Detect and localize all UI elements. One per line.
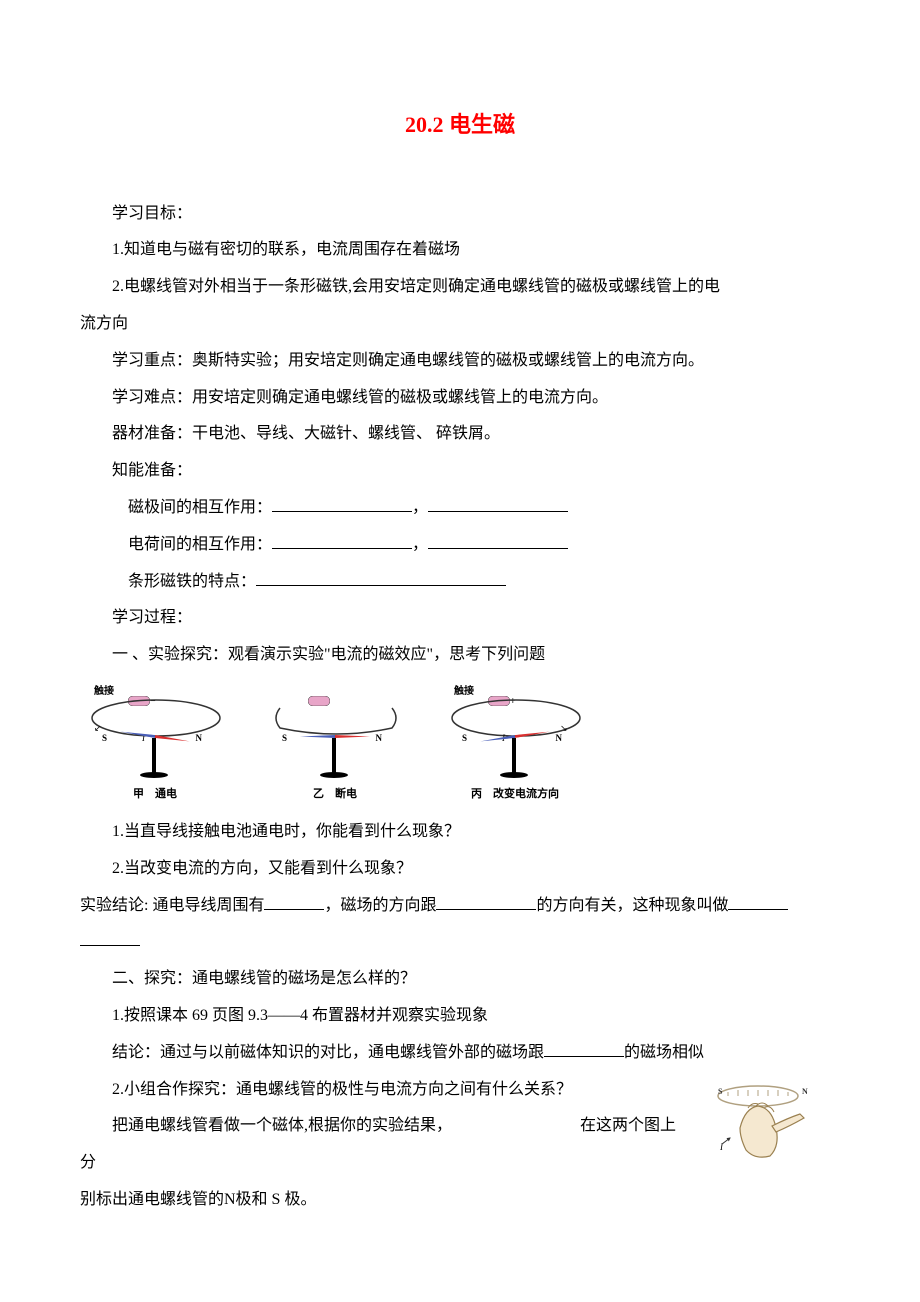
exp2-task-c: 别标出通电螺线管的N极和 S 极。 [80,1182,840,1219]
stand-base [320,772,348,778]
stand-base [500,772,528,778]
blank-input[interactable] [428,533,568,549]
caption-c: 丙 改变电流方向 [440,782,590,807]
question-2: 2.当改变电流的方向，又能看到什么现象？ [80,851,840,888]
prep-line-3: 条形磁铁的特点： [80,564,840,601]
wire-loop [88,698,224,738]
blank-input[interactable] [428,496,568,512]
stand-post [512,738,516,774]
compass-n-label: N [376,728,383,749]
stand-post [152,738,156,774]
blank-input[interactable] [728,894,788,910]
stand-post [332,738,336,774]
diagram-a: 触接 + − ↙ I S N 甲 通电 [80,684,230,804]
blank-input[interactable] [272,533,412,549]
svg-text:S: S [718,1087,723,1096]
prep-line-1: 磁极间的相互作用： ， [80,490,840,527]
objective-2a: 2.电螺线管对外相当于一条形磁铁,会用安培定则确定通电螺线管的磁极或螺线管上的电 [80,269,840,306]
compass-s-label: S [102,728,107,749]
svg-text:N: N [802,1087,808,1096]
caption-b: 乙 断电 [260,782,410,807]
conclusion-a: 实验结论: 通电导线周围有 [80,897,264,914]
objectives-heading: 学习目标： [80,196,840,233]
blank-input[interactable] [272,496,412,512]
question-1: 1.当直导线接触电池通电时，你能看到什么现象？ [80,814,840,851]
stand-base [140,772,168,778]
diagram-b: S N 乙 断电 [260,684,410,804]
conclusion-line-2 [80,924,840,961]
current-arrow: ↙ [94,718,102,739]
blank-input[interactable] [264,894,324,910]
exp2-task-a: 把通电螺线管看做一个磁体,根据你的实验结果， [112,1117,452,1134]
right-hand-rule-diagram: S N I [710,1078,840,1168]
process-heading: 学习过程： [80,600,840,637]
prep2-label: 电荷间的相互作用： [128,536,272,553]
exp2-task: 把通电螺线管看做一个磁体,根据你的实验结果， S N I 在这两个图上分 [80,1108,840,1182]
conclusion-c: 的方向有关，这种现象叫做 [536,897,728,914]
compass-s-label: S [282,728,287,749]
compass-n-label: N [196,728,203,749]
materials-line: 器材准备：干电池、导线、大磁针、螺线管、 碎铁屑。 [80,416,840,453]
blank-input[interactable] [80,930,140,946]
compass-s-label: S [462,728,467,749]
exp2-heading: 二、探究：通电螺线管的磁场是怎么样的？ [80,961,840,998]
prep-line-2: 电荷间的相互作用： ， [80,527,840,564]
wire-loop [268,698,404,738]
objective-2b: 流方向 [80,306,840,343]
prep1-label: 磁极间的相互作用： [128,499,272,516]
document-title: 20.2 电生磁 [80,100,840,151]
conclusion-line: 实验结论: 通电导线周围有 ，磁场的方向跟 的方向有关，这种现象叫做 [80,888,840,925]
exp2-step1: 1.按照课本 69 页图 9.3——4 布置器材并观察实验现象 [80,998,840,1035]
oersted-diagrams: 触接 + − ↙ I S N 甲 通电 S N [80,684,840,804]
conclusion-b: ，磁场的方向跟 [324,897,436,914]
compass-n-label: N [556,728,563,749]
blank-input[interactable] [544,1041,624,1057]
exp1-heading: 一 、实验探究：观看演示实验"电流的磁效应"，思考下列问题 [80,637,840,674]
blank-input[interactable] [436,894,536,910]
blank-input[interactable] [256,570,506,586]
difficulty-line: 学习难点：用安培定则确定通电螺线管的磁极或螺线管上的电流方向。 [80,380,840,417]
separator: ， [412,536,428,553]
diagram-c: 触接 − + ↘ I S N 丙 改变电流方向 [440,684,590,804]
prep-heading: 知能准备： [80,453,840,490]
i-label: I [142,728,145,749]
exp2-conc-b: 的磁场相似 [624,1044,704,1061]
exp2-conc-a: 结论：通过与以前磁体知识的对比，通电螺线管外部的磁场跟 [112,1044,544,1061]
focus-line: 学习重点：奥斯特实验；用安培定则确定通电螺线管的磁极或螺线管上的电流方向。 [80,343,840,380]
caption-a: 甲 通电 [80,782,230,807]
prep3-label: 条形磁铁的特点： [128,573,256,590]
objective-1: 1.知道电与磁有密切的联系，电流周围存在着磁场 [80,232,840,269]
exp2-conclusion: 结论：通过与以前磁体知识的对比，通电螺线管外部的磁场跟 的磁场相似 [80,1035,840,1072]
separator: ， [412,499,428,516]
